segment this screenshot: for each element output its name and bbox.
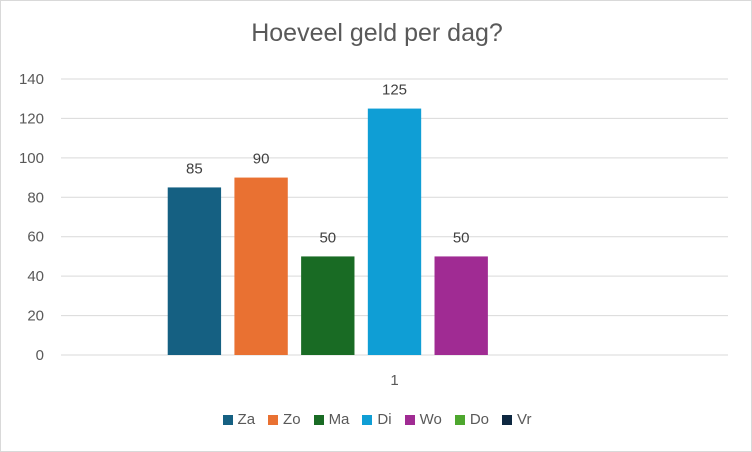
- legend-swatch: [404, 414, 415, 425]
- bar-ma: [301, 256, 355, 355]
- y-tick-label: 120: [19, 110, 44, 127]
- data-label: 50: [453, 229, 470, 246]
- legend-item: Za: [222, 411, 256, 428]
- legend-item: Zo: [268, 411, 301, 428]
- data-label: 90: [253, 151, 270, 168]
- y-tick-label: 20: [27, 308, 44, 325]
- legend-swatch: [362, 414, 373, 425]
- legend-label: Ma: [328, 411, 350, 428]
- y-tick-label: 60: [27, 229, 44, 246]
- legend-item: Do: [454, 411, 489, 428]
- legend-swatch: [268, 414, 279, 425]
- legend-swatch: [454, 414, 465, 425]
- legend-label: Zo: [283, 411, 301, 428]
- data-label: 50: [319, 229, 336, 246]
- legend-label: Wo: [419, 411, 442, 428]
- y-tick-label: 100: [19, 150, 44, 167]
- legend-item: Wo: [404, 411, 442, 428]
- data-label: 125: [382, 82, 407, 99]
- y-tick-label: 0: [36, 347, 44, 364]
- legend-item: Di: [362, 411, 392, 428]
- legend-label: Di: [377, 411, 392, 428]
- chart-title: Hoeveel geld per dag?: [251, 19, 503, 47]
- legend-item: Ma: [313, 411, 350, 428]
- x-tick-label: 1: [390, 372, 398, 389]
- bar-zo: [234, 177, 288, 355]
- legend-swatch: [222, 414, 233, 425]
- chart-plot-area: 0 20 40 60 80 100 120 140 85 90 50 125 50 1: [19, 71, 728, 389]
- y-tick-label: 40: [27, 268, 44, 285]
- legend-label: Vr: [517, 411, 532, 428]
- chart-legend: Za Zo Ma Di Wo Do Vr: [1, 411, 752, 428]
- bar-za: [167, 187, 222, 355]
- bar-wo: [434, 256, 488, 355]
- bar-di: [367, 108, 422, 355]
- y-tick-label: 80: [27, 189, 44, 206]
- y-tick-label: 140: [19, 71, 44, 88]
- legend-swatch: [313, 414, 324, 425]
- legend-item: Vr: [502, 411, 531, 428]
- legend-label: Za: [237, 411, 256, 428]
- legend-label: Do: [469, 411, 489, 428]
- data-label: 85: [186, 160, 203, 177]
- legend-swatch: [502, 414, 512, 425]
